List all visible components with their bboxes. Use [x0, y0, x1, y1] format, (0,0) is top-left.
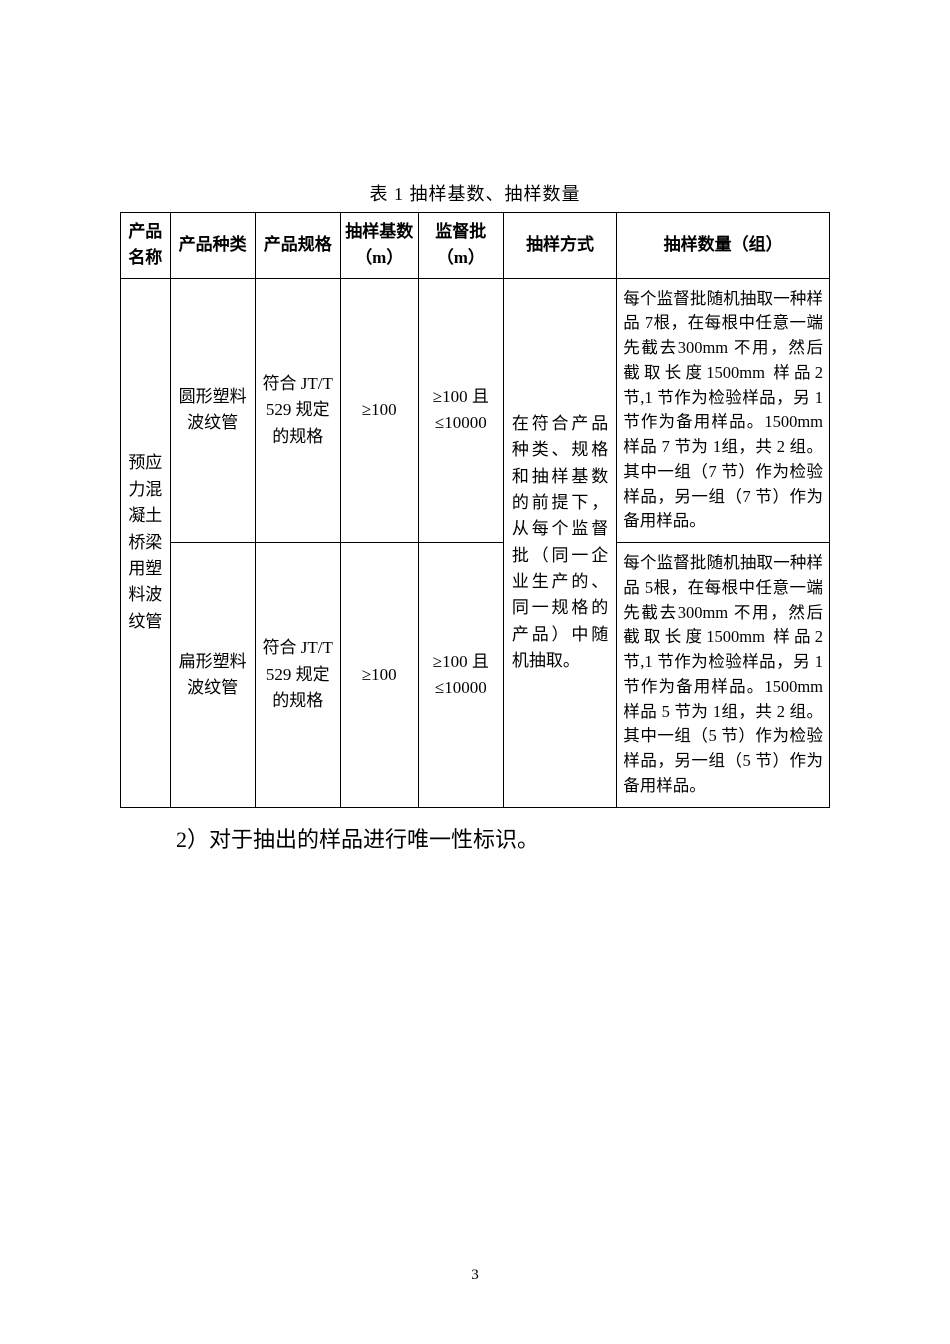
cell-spec: 符合 JT/T 529 规定的规格 [255, 543, 340, 808]
cell-kind: 圆形塑料波纹管 [170, 278, 255, 543]
cell-batch: ≥100 且≤10000 [418, 543, 503, 808]
header-supervision-batch: 监督批（m） [418, 213, 503, 279]
cell-spec: 符合 JT/T 529 规定的规格 [255, 278, 340, 543]
cell-base: ≥100 [340, 278, 418, 543]
cell-product-name: 预应力混凝土桥梁用塑料波纹管 [121, 278, 171, 807]
cell-method: 在符合产品种类、规格和抽样基数的前提下，从每个监督批（同一企业生产的、同一规格的… [503, 278, 616, 807]
header-sample-method: 抽样方式 [503, 213, 616, 279]
cell-batch: ≥100 且≤10000 [418, 278, 503, 543]
header-product-name: 产品名称 [121, 213, 171, 279]
sampling-table: 产品名称 产品种类 产品规格 抽样基数（m） 监督批（m） 抽样方式 抽样数量（… [120, 212, 830, 808]
cell-base: ≥100 [340, 543, 418, 808]
cell-qty: 每个监督批随机抽取一种样品 7根，在每根中任意一端先截去300mm 不用，然后截… [617, 278, 830, 543]
page-number: 3 [0, 1267, 950, 1284]
header-product-spec: 产品规格 [255, 213, 340, 279]
header-product-kind: 产品种类 [170, 213, 255, 279]
cell-qty: 每个监督批随机抽取一种样品 5根，在每根中任意一端先截去300mm 不用，然后截… [617, 543, 830, 808]
cell-kind: 扁形塑料波纹管 [170, 543, 255, 808]
table-title: 表 1 抽样基数、抽样数量 [120, 180, 830, 206]
footnote-text: 2）对于抽出的样品进行唯一性标识。 [120, 822, 830, 854]
header-sample-qty: 抽样数量（组） [617, 213, 830, 279]
table-header-row: 产品名称 产品种类 产品规格 抽样基数（m） 监督批（m） 抽样方式 抽样数量（… [121, 213, 830, 279]
header-sample-base: 抽样基数（m） [340, 213, 418, 279]
table-row: 预应力混凝土桥梁用塑料波纹管 圆形塑料波纹管 符合 JT/T 529 规定的规格… [121, 278, 830, 543]
table-row: 扁形塑料波纹管 符合 JT/T 529 规定的规格 ≥100 ≥100 且≤10… [121, 543, 830, 808]
